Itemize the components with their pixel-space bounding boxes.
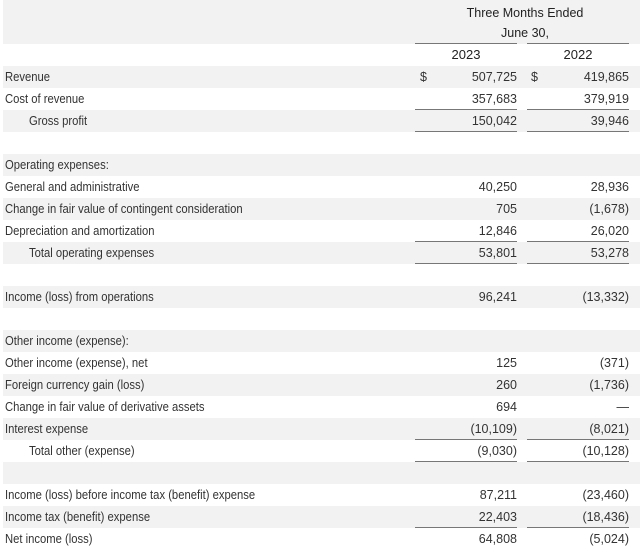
value-2022: (10,128) (582, 444, 629, 458)
value-2022: (8,021) (589, 422, 629, 436)
row-label: Foreign currency gain (loss) (5, 378, 145, 392)
currency-symbol: $ (531, 70, 538, 84)
table-row (3, 132, 640, 154)
column-header-2023: 2023 (451, 47, 481, 62)
value-2022: 419,865 (583, 70, 629, 84)
row-label: Cost of revenue (5, 92, 85, 106)
row-label: General and administrative (5, 180, 140, 194)
table-row: Foreign currency gain (loss) 260 (1,736) (3, 374, 640, 396)
table-row (3, 308, 640, 330)
table-row (3, 462, 640, 484)
currency-symbol: $ (420, 70, 427, 84)
value-2023: 357,683 (471, 92, 517, 106)
value-2023: 96,241 (478, 290, 517, 304)
value-2023: 12,846 (478, 224, 517, 238)
table-row: Income (loss) before income tax (benefit… (3, 484, 640, 506)
row-label: Income (loss) from operations (5, 290, 154, 304)
subtotal-rule (415, 109, 517, 110)
value-2022: (23,460) (582, 488, 629, 502)
table-row: General and administrative 40,250 28,936 (3, 176, 640, 198)
row-label: Other income (expense): (5, 334, 129, 348)
value-2022: 53,278 (590, 246, 629, 260)
period-heading: Three Months Ended (466, 6, 584, 20)
value-2023: (9,030) (477, 444, 517, 458)
value-2023: 507,725 (471, 70, 517, 84)
subtotal-rule (527, 527, 629, 528)
period-date: June 30, (501, 26, 549, 40)
subtotal-rule (415, 527, 517, 528)
subtotal-rule (415, 241, 517, 242)
value-2023: 260 (496, 378, 517, 392)
value-2022: (5,024) (589, 532, 629, 546)
subtotal-rule (527, 109, 629, 110)
table-row: Total operating expenses 53,801 53,278 (3, 242, 640, 264)
table-row: Change in fair value of derivative asset… (3, 396, 640, 418)
subtotal-rule (415, 461, 517, 462)
table-header: Three Months Ended June 30, (3, 0, 640, 44)
header-divider (527, 43, 629, 44)
table-row: Income tax (benefit) expense 22,403 (18,43… (3, 506, 640, 528)
subtotal-rule (527, 131, 629, 132)
subtotal-rule (415, 439, 517, 440)
table-row: Revenue $ $507,725 419,865 (3, 66, 640, 88)
value-2023: 53,801 (478, 246, 517, 260)
value-2022: (1,678) (589, 202, 629, 216)
table-row: Interest expense (10,109) (8,021) (3, 418, 640, 440)
subtotal-rule (527, 263, 629, 264)
table-row: Depreciation and amortization 12,846 26,02… (3, 220, 640, 242)
value-2022: 39,946 (590, 114, 629, 128)
subtotal-rule (415, 131, 517, 132)
row-label: Total other (expense) (29, 444, 135, 458)
value-2023: 87,211 (479, 488, 517, 502)
table-row: Other income (expense), net 125 (371) (3, 352, 640, 374)
row-label: Change in fair value of derivative asset… (5, 400, 205, 414)
table-row: Net income (loss) 64,808 (5,024) (3, 528, 640, 550)
row-label: Depreciation and amortization (5, 224, 155, 238)
table-row: Income (loss) from operations 96,241 (13,3… (3, 286, 640, 308)
table-row: Cost of revenue 357,683 379,919 (3, 88, 640, 110)
value-2022: 26,020 (590, 224, 629, 238)
subtotal-rule (527, 241, 629, 242)
value-2022: — (616, 400, 630, 414)
table-row: Operating expenses: (3, 154, 640, 176)
value-2022: 379,919 (583, 92, 629, 106)
table-row (3, 264, 640, 286)
row-label: Gross profit (29, 114, 88, 128)
value-2022: (1,736) (589, 378, 629, 392)
row-label: Net income (loss) (5, 532, 93, 546)
row-label: Interest expense (5, 422, 89, 436)
value-2022: (371) (599, 356, 629, 370)
value-2023: 705 (496, 202, 517, 216)
row-label: Total operating expenses (29, 246, 155, 260)
table-row: Gross profit 150,042 39,946 (3, 110, 640, 132)
value-2023: 40,250 (478, 180, 517, 194)
table-row: Total other (expense) (9,030) (10,128) (3, 440, 640, 462)
value-2022: (18,436) (582, 510, 629, 524)
row-label: Change in fair value of contingent consi… (5, 202, 243, 216)
subtotal-rule (415, 263, 517, 264)
subtotal-rule (527, 461, 629, 462)
row-label: Other income (expense), net (5, 356, 148, 370)
value-2023: (10,109) (470, 422, 517, 436)
subtotal-rule (527, 439, 629, 440)
value-2022: 28,936 (590, 180, 629, 194)
header-divider (415, 43, 517, 44)
value-2023: 22,403 (478, 510, 517, 524)
value-2023: 64,808 (478, 532, 517, 546)
table-row: Change in fair value of contingent consi… (3, 198, 640, 220)
value-2023: 125 (496, 356, 517, 370)
table-row: Other income (expense): (3, 330, 640, 352)
value-2023: 694 (496, 400, 517, 414)
column-header-2022: 2022 (563, 47, 593, 62)
row-label: Operating expenses: (5, 158, 109, 172)
value-2022: (13,332) (582, 290, 629, 304)
value-2023: 150,042 (471, 114, 517, 128)
row-label: Revenue (5, 70, 51, 84)
row-label: Income (loss) before income tax (benefit… (5, 488, 256, 502)
row-label: Income tax (benefit) expense (5, 510, 151, 524)
